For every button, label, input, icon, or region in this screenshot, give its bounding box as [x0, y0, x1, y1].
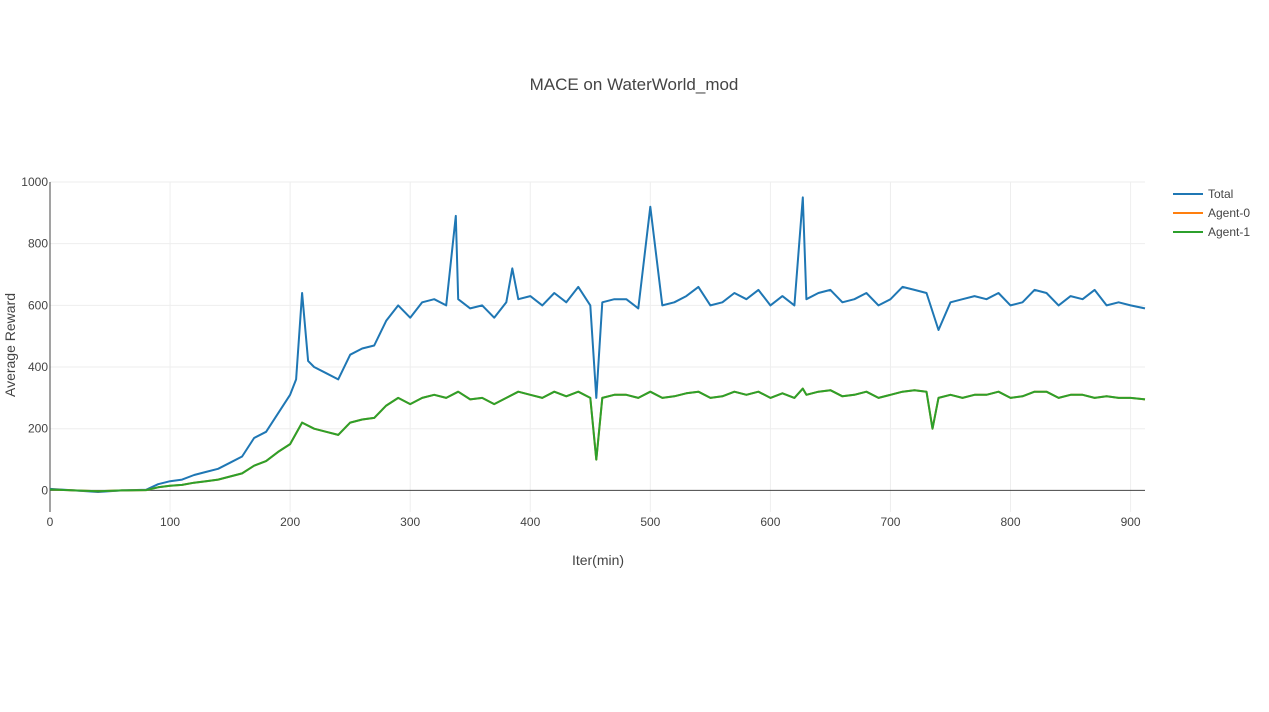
x-axis-label: Iter(min): [572, 552, 624, 568]
x-tick-label: 400: [520, 515, 540, 529]
series-line-agent-1: [49, 387, 1146, 493]
x-tick-label: 900: [1121, 515, 1141, 529]
y-tick-label: 400: [28, 360, 48, 374]
x-tick-label: 600: [760, 515, 780, 529]
grid: [50, 181, 1145, 512]
y-tick-label: 800: [28, 237, 48, 251]
x-tick-label: 100: [160, 515, 180, 529]
legend[interactable]: Total Agent-0 Agent-1: [1173, 187, 1250, 239]
x-tick-label: 700: [880, 515, 900, 529]
series-lines: [49, 196, 1146, 493]
legend-label: Agent-0: [1208, 206, 1250, 220]
series-line-total: [49, 196, 1146, 493]
y-tick-label: 600: [28, 298, 48, 312]
y-tick-label: 1000: [21, 175, 48, 189]
chart-title: MACE on WaterWorld_mod: [530, 75, 739, 94]
legend-label: Total: [1208, 187, 1233, 201]
axes: 0 100 200 300 400 500 600 700 800 900 0 200 400 600 80…: [21, 175, 1145, 529]
y-axis-label: Average Reward: [2, 293, 18, 397]
legend-item-agent-1[interactable]: Agent-1: [1173, 225, 1250, 239]
x-tick-label: 300: [400, 515, 420, 529]
x-tick-label: 800: [1001, 515, 1021, 529]
x-tick-label: 200: [280, 515, 300, 529]
y-tick-label: 200: [28, 422, 48, 436]
legend-item-total[interactable]: Total: [1173, 187, 1233, 201]
y-tick-label: 0: [41, 483, 48, 497]
x-tick-label: 0: [47, 515, 54, 529]
x-tick-label: 500: [640, 515, 660, 529]
legend-label: Agent-1: [1208, 225, 1250, 239]
legend-item-agent-0[interactable]: Agent-0: [1173, 206, 1250, 220]
